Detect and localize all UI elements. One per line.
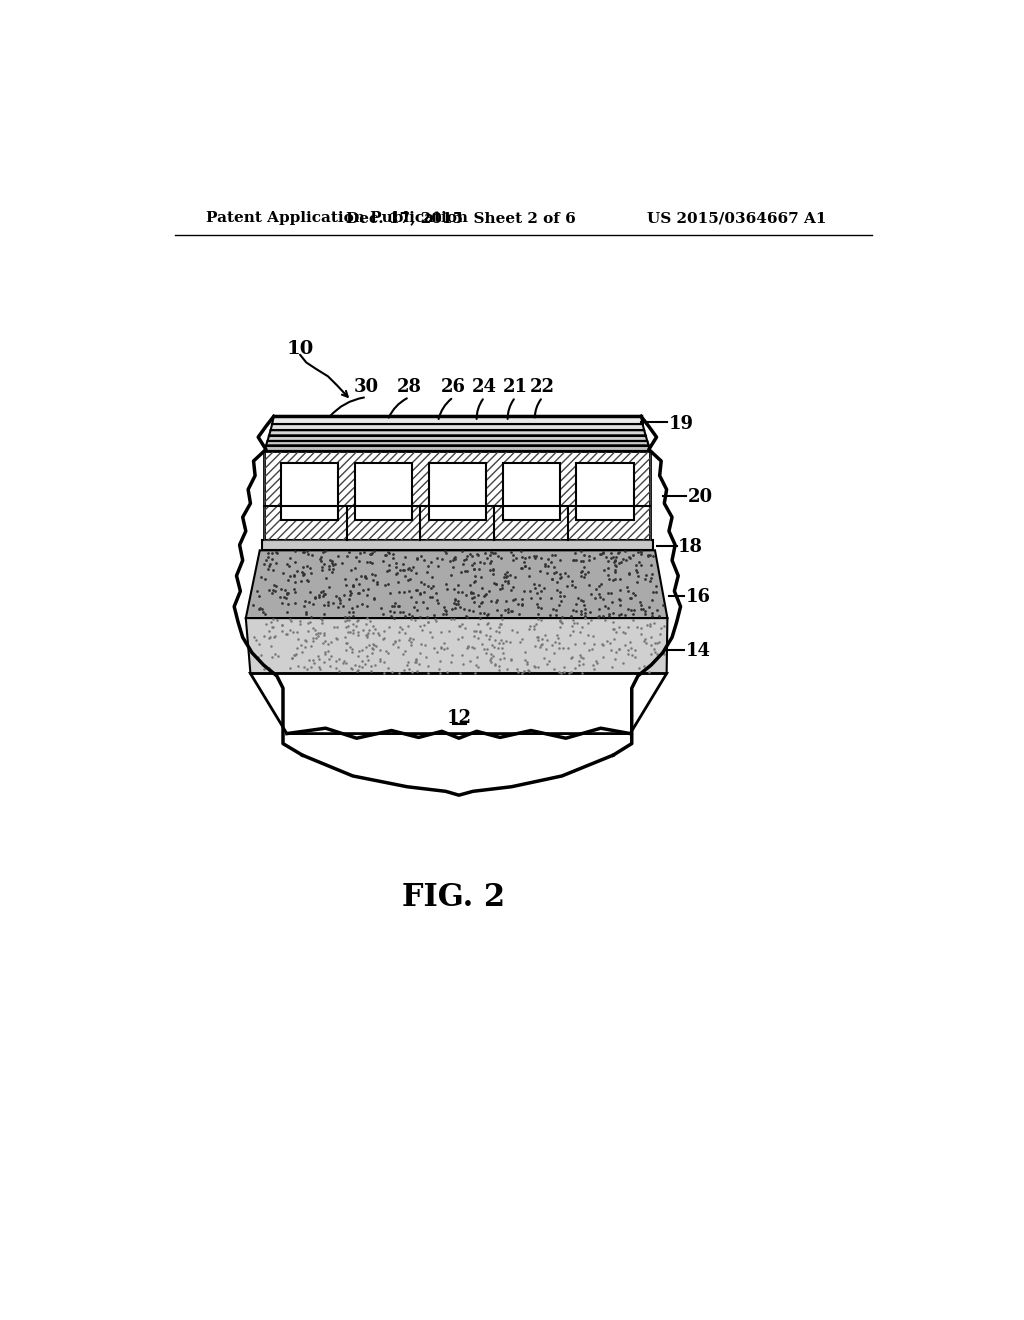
Text: 26: 26 — [441, 378, 466, 396]
Polygon shape — [262, 540, 652, 550]
Polygon shape — [246, 618, 668, 673]
Polygon shape — [266, 441, 649, 446]
Text: 14: 14 — [686, 643, 711, 660]
Bar — [429, 462, 486, 520]
Polygon shape — [264, 446, 650, 451]
Text: Dec. 17, 2015  Sheet 2 of 6: Dec. 17, 2015 Sheet 2 of 6 — [346, 211, 577, 226]
Bar — [577, 462, 634, 520]
Text: 30: 30 — [354, 378, 379, 396]
Polygon shape — [264, 451, 650, 540]
Text: 16: 16 — [686, 589, 711, 606]
Polygon shape — [246, 550, 668, 618]
Polygon shape — [267, 436, 647, 441]
Text: 24: 24 — [472, 378, 497, 396]
Text: 28: 28 — [397, 378, 422, 396]
Polygon shape — [269, 430, 646, 436]
Text: 10: 10 — [287, 341, 314, 358]
Bar — [355, 462, 413, 520]
Text: 18: 18 — [678, 539, 703, 556]
Text: 12: 12 — [446, 709, 471, 727]
Polygon shape — [270, 424, 644, 430]
Text: 20: 20 — [687, 488, 713, 506]
Polygon shape — [251, 673, 667, 734]
Text: 19: 19 — [669, 414, 694, 433]
Polygon shape — [272, 416, 643, 424]
Text: Patent Application Publication: Patent Application Publication — [206, 211, 468, 226]
Text: 21: 21 — [503, 378, 528, 396]
Text: 22: 22 — [530, 378, 555, 396]
Bar — [281, 462, 338, 520]
Polygon shape — [234, 416, 681, 795]
Text: FIG. 2: FIG. 2 — [402, 882, 505, 913]
Text: US 2015/0364667 A1: US 2015/0364667 A1 — [647, 211, 826, 226]
Bar — [503, 462, 560, 520]
